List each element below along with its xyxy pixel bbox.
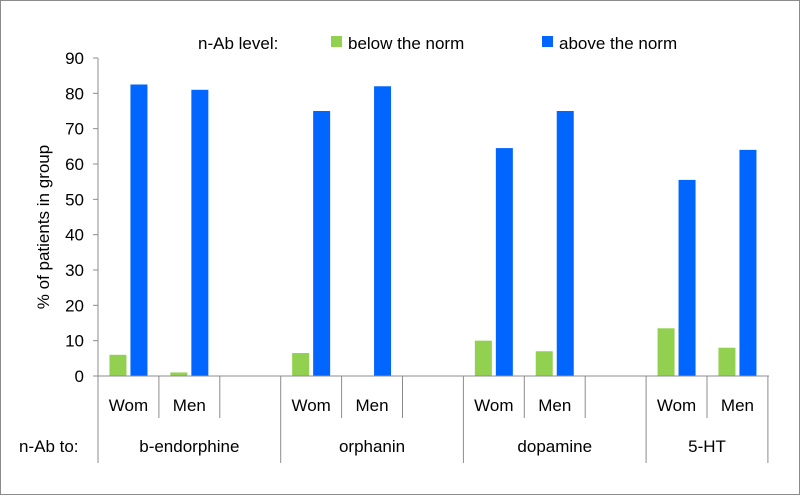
group-label: 5-HT [688, 437, 726, 456]
category-label: Wom [657, 396, 696, 415]
legend-swatch-1 [331, 36, 342, 47]
group-label: orphanin [339, 437, 405, 456]
legend: n-Ab level: below the norm above the norm [198, 34, 677, 53]
group-axis-title: n-Ab to: [19, 437, 79, 456]
y-axis-ticks: 0 10 20 30 40 50 60 70 80 90 [65, 49, 98, 386]
bar-above-7 [495, 148, 513, 376]
y-tick-label: 20 [65, 296, 84, 315]
axes [97, 58, 769, 463]
bar-above-11 [739, 149, 757, 376]
y-tick-label: 0 [75, 367, 84, 386]
y-tick-label: 80 [65, 84, 84, 103]
bar-below-2 [170, 372, 188, 376]
y-tick-label: 60 [65, 155, 84, 174]
category-label: Men [721, 396, 754, 415]
group-labels: b-endorphine orphanin dopamine 5-HT [139, 437, 726, 456]
bar-above-10 [678, 179, 696, 376]
bar-below-1 [109, 354, 127, 376]
y-tick-label: 70 [65, 120, 84, 139]
group-label: dopamine [517, 437, 592, 456]
bar-above-8 [556, 111, 574, 376]
y-tick-label: 30 [65, 261, 84, 280]
category-label: Men [173, 396, 206, 415]
category-label: Wom [109, 396, 148, 415]
y-tick-label: 40 [65, 226, 84, 245]
category-label: Men [538, 396, 571, 415]
bars [109, 84, 757, 377]
y-axis-label: % of patients in group [34, 145, 53, 309]
bar-above-5 [374, 86, 392, 377]
legend-title: n-Ab level: [198, 34, 278, 53]
bar-below-10 [657, 328, 675, 376]
bar-above-2 [191, 89, 209, 377]
y-tick-label: 10 [65, 332, 84, 351]
category-label: Men [356, 396, 389, 415]
bar-below-11 [718, 347, 736, 376]
bar-above-1 [130, 84, 148, 376]
category-label: Wom [291, 396, 330, 415]
y-tick-label: 50 [65, 190, 84, 209]
category-label: Wom [474, 396, 513, 415]
bar-above-4 [313, 111, 331, 376]
bar-below-8 [535, 351, 553, 376]
group-label: b-endorphine [139, 437, 239, 456]
category-labels: Wom Men Wom Men Wom Men Wom Men [109, 396, 754, 415]
bar-below-4 [292, 353, 310, 376]
legend-label-1: below the norm [348, 34, 464, 53]
legend-label-2: above the norm [559, 34, 677, 53]
bar-below-7 [474, 340, 492, 376]
y-tick-label: 90 [65, 49, 84, 68]
legend-swatch-2 [542, 36, 553, 47]
